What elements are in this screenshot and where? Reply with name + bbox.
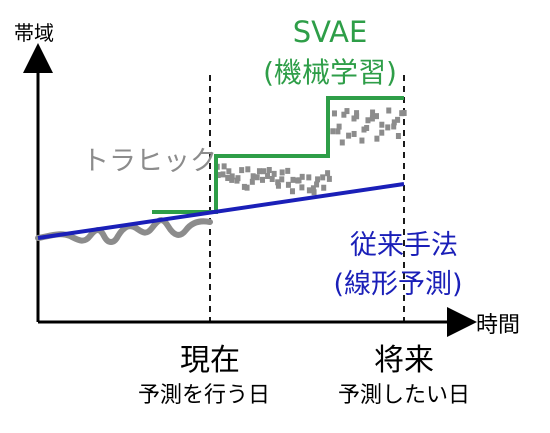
traffic-noise-dot — [289, 188, 295, 195]
traffic-noise-dot — [244, 184, 250, 191]
traffic-noise-dot — [335, 128, 341, 135]
traffic-noise-dot — [359, 137, 365, 144]
traffic-noise-dot — [391, 119, 397, 126]
traffic-noise-dot — [311, 189, 317, 196]
traffic-noise-dot — [336, 123, 342, 130]
traffic-noise-dot — [351, 130, 357, 137]
traffic-noise-dot — [265, 172, 271, 179]
traffic-noise-dot — [385, 124, 391, 131]
conventional-label-line2: (線形予測) — [333, 269, 462, 300]
traffic-noise-dot — [395, 116, 401, 123]
traffic-noise-dot — [326, 175, 332, 182]
traffic-noise-dot — [370, 109, 376, 116]
traffic-noise-dot — [279, 176, 285, 183]
future-subtitle: 予測したい日 — [338, 383, 470, 408]
traffic-noise-dot — [379, 121, 385, 128]
traffic-noise-dot — [229, 173, 235, 180]
traffic-noise-dot — [331, 110, 337, 117]
traffic-noise-dot — [285, 181, 291, 188]
traffic-noise-dot — [221, 163, 227, 170]
traffic-noise-dot — [321, 184, 327, 191]
traffic-noise-dot — [374, 135, 380, 142]
traffic-noise-dot — [259, 176, 265, 183]
traffic-noise-dot — [275, 179, 281, 186]
traffic-noise-dot — [275, 182, 281, 189]
traffic-noise-dot — [369, 115, 375, 122]
traffic-noise-dot — [354, 110, 360, 117]
traffic-noise-dot — [285, 167, 291, 174]
x-axis-label: 時間 — [476, 313, 520, 338]
traffic-noise-dot — [295, 177, 301, 184]
traffic-noise-dot — [395, 133, 401, 140]
traffic-noise-dot — [361, 126, 367, 133]
traffic-noise-dot — [215, 172, 221, 179]
traffic-noise-dot — [299, 184, 305, 191]
traffic-noise-dot — [279, 169, 285, 176]
traffic-noise-dot — [254, 174, 260, 181]
traffic-noise-dot — [320, 174, 326, 181]
traffic-noise-dot — [226, 168, 232, 175]
present-subtitle: 予測を行う日 — [138, 383, 270, 408]
future-title: 将来 — [374, 343, 434, 378]
traffic-noise-dot — [269, 175, 275, 182]
linear-forecast-line — [37, 182, 405, 240]
traffic-noise-dot — [249, 178, 255, 185]
traffic-noise-dot — [261, 168, 267, 175]
traffic-noise-dot — [229, 176, 235, 183]
traffic-noise-dot — [256, 168, 262, 175]
traffic-noise-dot — [290, 176, 296, 183]
traffic-noise-dot — [310, 185, 316, 192]
traffic-noise-dot — [220, 171, 226, 178]
traffic-noise-dot — [235, 175, 241, 182]
conventional-label-line1: 従来手法 — [350, 230, 458, 261]
y-axis-label: 帯域 — [14, 21, 54, 45]
traffic-noise-dot — [354, 113, 360, 120]
traffic-noise-dot — [299, 173, 305, 180]
traffic-noise-dot — [374, 113, 380, 120]
traffic-noise-dot — [346, 132, 352, 139]
traffic-noise-dot — [250, 173, 256, 180]
traffic-noise-dot — [339, 139, 345, 146]
traffic-noise-dot — [386, 107, 392, 114]
traffic-noise-dot — [241, 183, 247, 190]
traffic-noise-dot — [364, 124, 370, 131]
traffic-noise-dot — [306, 174, 312, 181]
traffic-noise-dot — [266, 166, 272, 173]
present-title: 現在 — [180, 343, 240, 378]
traffic-noise-dot — [306, 187, 312, 194]
traffic-noise-dot — [325, 170, 331, 177]
traffic-noise-dot — [391, 123, 397, 130]
traffic-noise-dot — [225, 175, 231, 182]
traffic-noise-dot — [330, 128, 336, 135]
traffic-noise-dot — [239, 167, 245, 174]
traffic-noise-dot — [399, 110, 405, 117]
traffic-noise-dot — [351, 115, 357, 122]
svae-label-line2: (機械学習) — [263, 56, 397, 89]
traffic-noise-dot — [365, 117, 371, 124]
traffic-noise-dot — [379, 129, 385, 136]
traffic-label: トラヒック — [82, 146, 217, 177]
traffic-forecast-noise — [214, 107, 407, 196]
traffic-noise-dot — [271, 170, 277, 177]
traffic-noise-dot — [344, 108, 350, 115]
svae-label-line1: SVAE — [293, 15, 368, 49]
traffic-noise-dot — [315, 176, 321, 183]
traffic-noise-dot — [314, 181, 320, 188]
traffic-noise-dot — [245, 166, 251, 173]
traffic-noise-dot — [341, 111, 347, 118]
